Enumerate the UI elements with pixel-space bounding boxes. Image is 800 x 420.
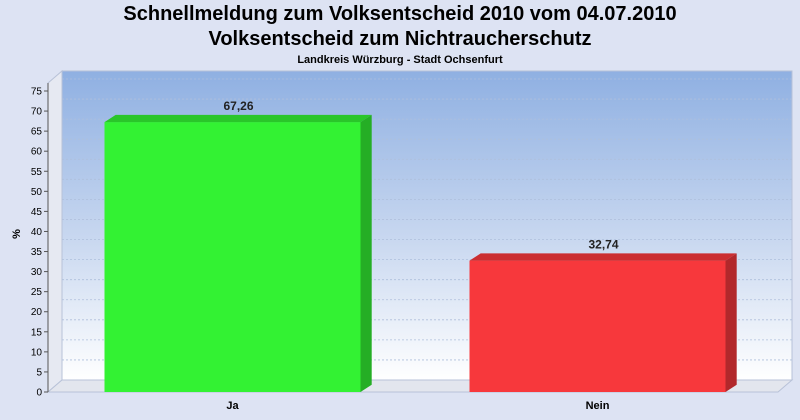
bar-top-ja [104,114,372,123]
y-tick-label: 40 [31,227,43,238]
y-tick-label: 10 [31,347,43,358]
bar-ja [104,122,361,392]
y-tick-label: 15 [31,327,43,338]
y-tick-label: 35 [31,247,43,258]
bar-nein [469,260,726,392]
data-label-nein: 32,74 [588,238,618,252]
y-tick-label: 25 [31,287,43,298]
y-tick-label: 20 [31,307,43,318]
x-tick-label-nein: Nein [586,400,610,412]
chart-subtitle: Volksentscheid zum Nichtraucherschutz [208,28,592,50]
y-tick-label: 0 [36,388,42,399]
x-tick-label-ja: Ja [226,400,239,412]
bar-side-ja [360,114,372,393]
y-tick-label: 65 [31,127,43,138]
y-tick-label: 75 [31,87,43,98]
chart-title: Schnellmeldung zum Volksentscheid 2010 v… [123,3,677,25]
chart-region: Landkreis Würzburg - Stadt Ochsenfurt [297,54,503,66]
y-tick-label: 50 [31,187,43,198]
y-tick-label: 5 [36,367,42,378]
plot-side-wall [47,69,63,394]
y-tick-label: 55 [31,167,43,178]
bar-top-nein [469,253,737,261]
y-axis-label: % [11,229,23,239]
y-tick-label: 30 [31,267,43,278]
y-tick-label: 60 [31,147,43,158]
y-tick-label: 45 [31,207,43,218]
data-label-ja: 67,26 [223,99,253,113]
bar-side-nein [725,253,737,392]
y-tick-label: 70 [31,107,43,118]
